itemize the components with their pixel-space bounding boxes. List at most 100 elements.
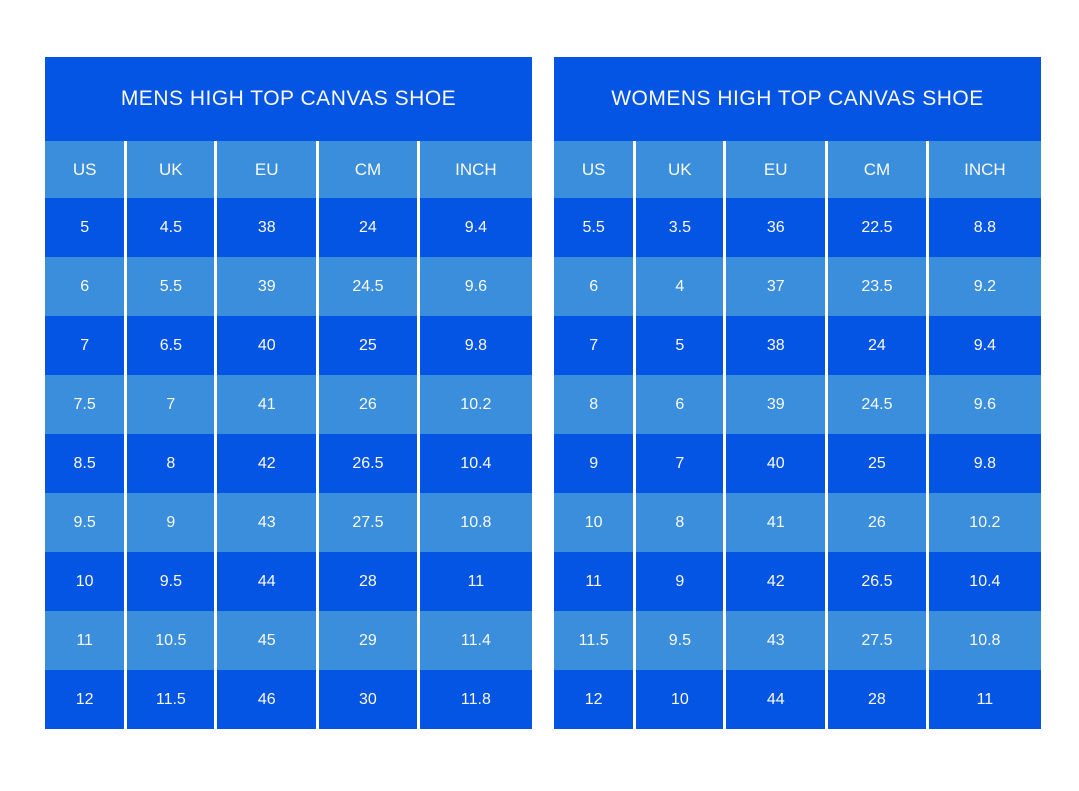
size-cell: 28 [319, 552, 417, 611]
size-cell: 26.5 [319, 434, 417, 493]
column-header: UK [636, 141, 724, 198]
size-cell: 24.5 [828, 375, 926, 434]
size-cell: 10.8 [419, 493, 532, 552]
size-cell: 9.2 [928, 257, 1041, 316]
mens-size-grid: US UK EU CM INCH 5 4.5 38 24 9.4 6 5.5 39 24.5 9.6 7 6.5… [45, 141, 532, 729]
size-cell: 36 [726, 198, 826, 257]
size-cell: 24 [319, 198, 417, 257]
size-cell: 10.4 [928, 552, 1041, 611]
size-cell: 22.5 [828, 198, 926, 257]
size-cell: 11.8 [419, 670, 532, 729]
column-header: INCH [928, 141, 1041, 198]
size-cell: 10 [636, 670, 724, 729]
size-cell: 40 [217, 316, 317, 375]
size-cell: 9 [636, 552, 724, 611]
column-header: EU [726, 141, 826, 198]
mens-table-title: MENS HIGH TOP CANVAS SHOE [45, 57, 532, 141]
size-cell: 6 [554, 257, 634, 316]
size-cell: 7 [636, 434, 724, 493]
size-cell: 38 [217, 198, 317, 257]
size-cell: 8 [636, 493, 724, 552]
size-cell: 11.5 [127, 670, 215, 729]
size-cell: 5.5 [127, 257, 215, 316]
size-cell: 7.5 [45, 375, 125, 434]
size-cell: 11.5 [554, 611, 634, 670]
size-cell: 26 [828, 493, 926, 552]
column-header: CM [319, 141, 417, 198]
size-cell: 44 [726, 670, 826, 729]
size-cell: 42 [726, 552, 826, 611]
size-cell: 8.5 [45, 434, 125, 493]
size-cell: 37 [726, 257, 826, 316]
womens-table-title: WOMENS HIGH TOP CANVAS SHOE [554, 57, 1041, 141]
size-cell: 5 [45, 198, 125, 257]
column-header: UK [127, 141, 215, 198]
size-cell: 39 [726, 375, 826, 434]
column-header: US [45, 141, 125, 198]
size-cell: 9.5 [45, 493, 125, 552]
size-cell: 4 [636, 257, 724, 316]
size-cell: 8.8 [928, 198, 1041, 257]
size-cell: 11 [419, 552, 532, 611]
size-cell: 11 [928, 670, 1041, 729]
size-cell: 9.8 [419, 316, 532, 375]
size-cell: 41 [217, 375, 317, 434]
size-cell: 30 [319, 670, 417, 729]
size-cell: 11 [554, 552, 634, 611]
size-cell: 24.5 [319, 257, 417, 316]
size-cell: 7 [127, 375, 215, 434]
size-cell: 25 [319, 316, 417, 375]
size-cell: 43 [726, 611, 826, 670]
size-cell: 9 [554, 434, 634, 493]
size-cell: 7 [554, 316, 634, 375]
size-cell: 9.4 [928, 316, 1041, 375]
size-cell: 6 [636, 375, 724, 434]
size-cell: 12 [554, 670, 634, 729]
size-cell: 43 [217, 493, 317, 552]
size-cell: 26.5 [828, 552, 926, 611]
size-cell: 10.5 [127, 611, 215, 670]
size-cell: 23.5 [828, 257, 926, 316]
size-cell: 39 [217, 257, 317, 316]
size-cell: 5 [636, 316, 724, 375]
size-cell: 10.2 [928, 493, 1041, 552]
size-cell: 24 [828, 316, 926, 375]
size-cell: 46 [217, 670, 317, 729]
size-cell: 28 [828, 670, 926, 729]
size-cell: 4.5 [127, 198, 215, 257]
size-cell: 9.4 [419, 198, 532, 257]
mens-size-table: MENS HIGH TOP CANVAS SHOE US UK EU CM INCH 5 4… [45, 57, 532, 729]
size-cell: 41 [726, 493, 826, 552]
size-cell: 11 [45, 611, 125, 670]
size-cell: 27.5 [319, 493, 417, 552]
size-cell: 10 [554, 493, 634, 552]
size-tables-container: MENS HIGH TOP CANVAS SHOE US UK EU CM INCH 5 4… [45, 57, 1041, 729]
column-header: EU [217, 141, 317, 198]
size-cell: 26 [319, 375, 417, 434]
womens-size-grid: US UK EU CM INCH 5.5 3.5 36 22.5 8.8 6 4 37 23.5 9.2 7 5… [554, 141, 1041, 729]
size-cell: 42 [217, 434, 317, 493]
column-header: INCH [419, 141, 532, 198]
size-cell: 10.2 [419, 375, 532, 434]
size-cell: 9.5 [636, 611, 724, 670]
size-cell: 44 [217, 552, 317, 611]
size-cell: 8 [554, 375, 634, 434]
size-cell: 9 [127, 493, 215, 552]
column-header: CM [828, 141, 926, 198]
column-header: US [554, 141, 634, 198]
size-cell: 6.5 [127, 316, 215, 375]
size-cell: 27.5 [828, 611, 926, 670]
size-cell: 45 [217, 611, 317, 670]
size-cell: 3.5 [636, 198, 724, 257]
size-cell: 40 [726, 434, 826, 493]
size-cell: 12 [45, 670, 125, 729]
size-cell: 6 [45, 257, 125, 316]
size-cell: 10.4 [419, 434, 532, 493]
womens-size-table: WOMENS HIGH TOP CANVAS SHOE US UK EU CM INCH… [554, 57, 1041, 729]
size-cell: 9.5 [127, 552, 215, 611]
size-cell: 7 [45, 316, 125, 375]
size-cell: 8 [127, 434, 215, 493]
size-cell: 9.6 [419, 257, 532, 316]
size-cell: 10.8 [928, 611, 1041, 670]
